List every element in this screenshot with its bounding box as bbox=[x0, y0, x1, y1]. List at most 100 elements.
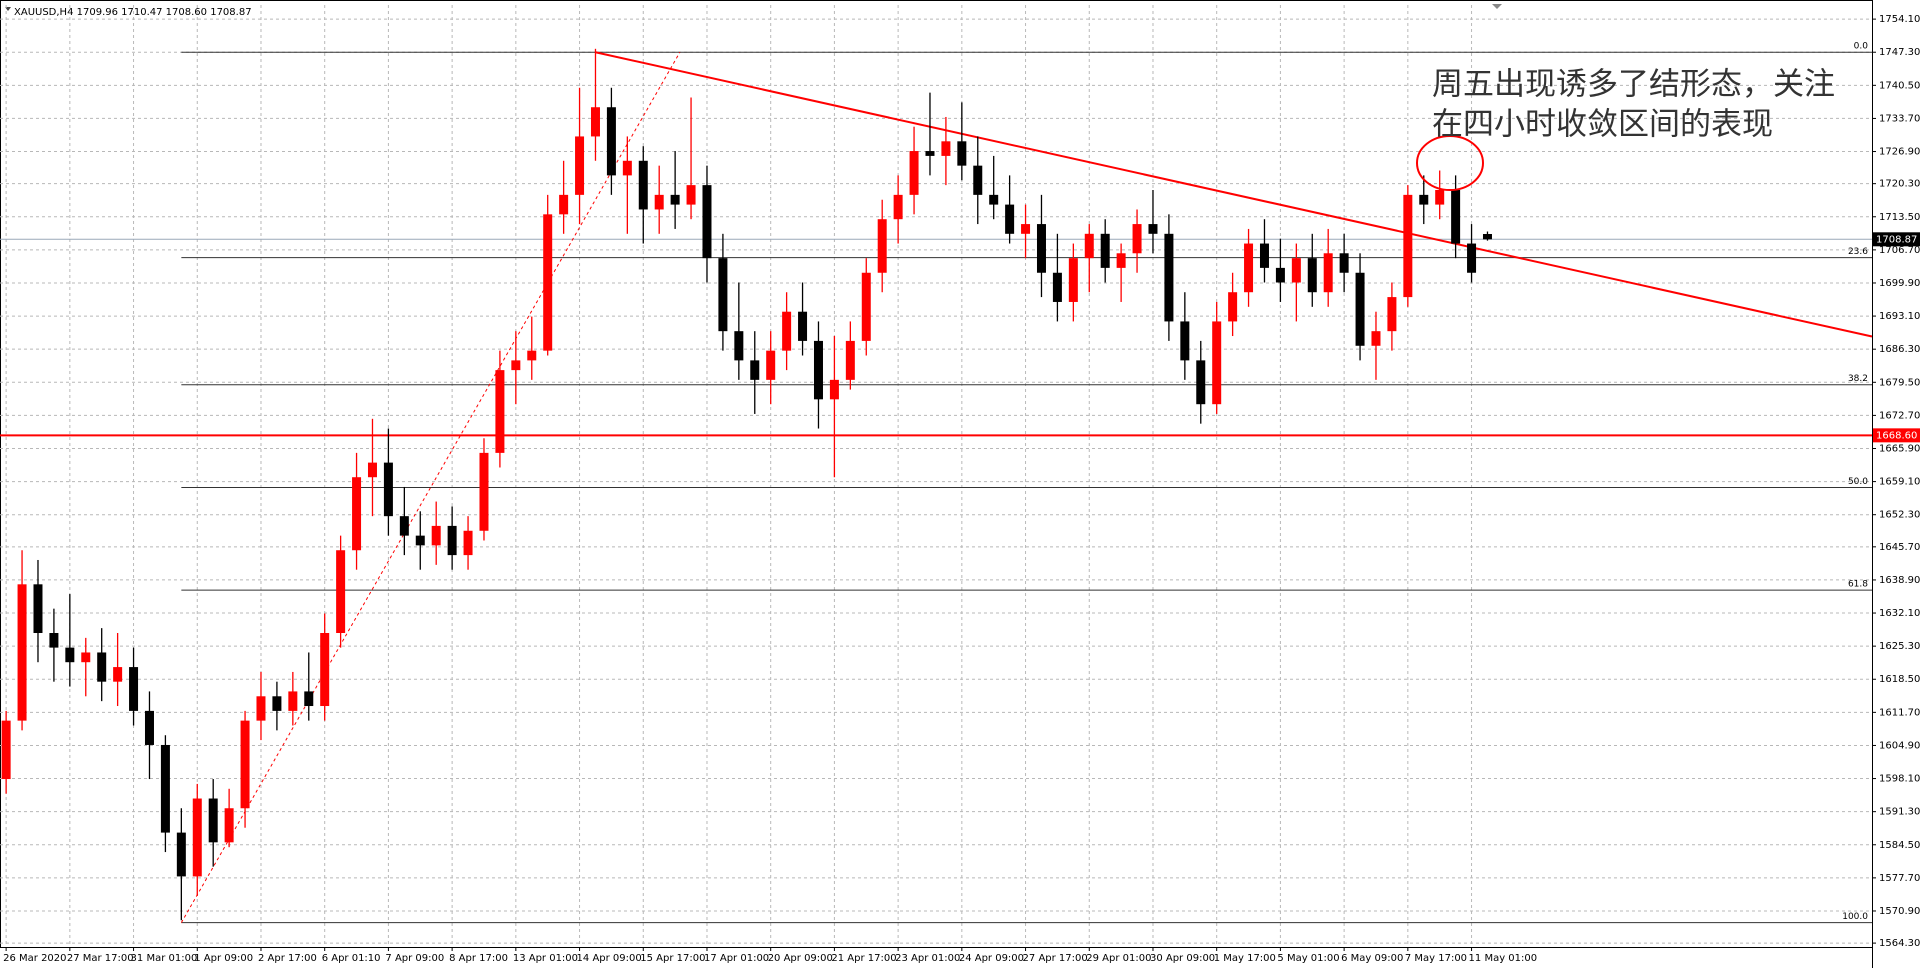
shift-marker bbox=[1492, 4, 1502, 9]
candle-body bbox=[973, 165, 983, 195]
x-tick-label: 1 May 17:00 bbox=[1214, 953, 1276, 964]
candle-body bbox=[1084, 233, 1094, 259]
current-price-label: 1708.87 bbox=[1876, 234, 1917, 245]
candle-body bbox=[957, 141, 967, 166]
candle-body bbox=[463, 530, 473, 556]
candle-body bbox=[415, 535, 425, 546]
x-tick-label: 6 Apr 01:10 bbox=[322, 953, 381, 964]
y-tick-label: 1672.70 bbox=[1879, 410, 1920, 421]
candle-body bbox=[352, 477, 362, 551]
candle-body bbox=[1164, 233, 1174, 322]
candle-body bbox=[208, 798, 218, 843]
candle-body bbox=[1419, 194, 1429, 205]
y-tick-label: 1740.50 bbox=[1879, 80, 1920, 91]
candle-body bbox=[1021, 224, 1031, 234]
candle-body bbox=[1052, 272, 1062, 302]
fib-label: 23.6 bbox=[1848, 247, 1868, 257]
candle-body bbox=[33, 584, 43, 633]
y-tick-label: 1564.30 bbox=[1879, 938, 1920, 949]
y-tick-label: 1584.50 bbox=[1879, 840, 1920, 851]
y-tick-label: 1659.10 bbox=[1879, 477, 1920, 488]
candle-body bbox=[1212, 321, 1222, 405]
candle-body bbox=[304, 691, 314, 707]
candle-body bbox=[718, 258, 728, 332]
candle-body bbox=[1116, 253, 1126, 268]
x-tick-label: 27 Apr 17:00 bbox=[1023, 953, 1088, 964]
y-tick-label: 1693.10 bbox=[1879, 311, 1920, 322]
x-tick-label: 2 Apr 17:00 bbox=[258, 953, 317, 964]
fib-label: 100.0 bbox=[1842, 912, 1868, 922]
candle-body bbox=[622, 160, 632, 176]
y-tick-label: 1733.70 bbox=[1879, 113, 1920, 124]
x-tick-label: 29 Apr 01:00 bbox=[1086, 953, 1151, 964]
x-tick-label: 20 Apr 09:00 bbox=[768, 953, 833, 964]
candle-body bbox=[1451, 189, 1461, 244]
candle-body bbox=[590, 107, 600, 137]
candle-body bbox=[1132, 224, 1142, 254]
candle-body bbox=[511, 360, 521, 371]
candle-body bbox=[160, 744, 170, 833]
y-tick-label: 1720.30 bbox=[1879, 179, 1920, 190]
annotation-text: 周五出现诱多了结形态，关注 bbox=[1432, 67, 1835, 103]
chart-header: XAUUSD,H4 1709.96 1710.47 1708.60 1708.8… bbox=[14, 7, 252, 18]
x-tick-label: 6 May 09:00 bbox=[1341, 953, 1403, 964]
candle-body bbox=[240, 720, 250, 809]
candle-body bbox=[734, 331, 744, 361]
y-tick-label: 1645.70 bbox=[1879, 542, 1920, 553]
fib-trendline bbox=[180, 51, 681, 923]
candle-body bbox=[192, 798, 202, 877]
y-tick-label: 1618.50 bbox=[1879, 674, 1920, 685]
candle-body bbox=[559, 194, 569, 215]
candle-body bbox=[1291, 258, 1301, 283]
fib-label: 61.8 bbox=[1848, 580, 1868, 590]
y-tick-label: 1747.30 bbox=[1879, 47, 1920, 58]
candle-body bbox=[320, 633, 330, 707]
candle-body bbox=[670, 194, 680, 205]
y-tick-label: 1699.90 bbox=[1879, 278, 1920, 289]
candle-body bbox=[782, 311, 792, 351]
candle-body bbox=[272, 696, 282, 711]
candle-body bbox=[845, 340, 855, 380]
candle-body bbox=[1100, 233, 1110, 268]
candle-body bbox=[941, 141, 951, 156]
y-tick-label: 1713.50 bbox=[1879, 212, 1920, 223]
candle-body bbox=[1307, 258, 1317, 293]
x-tick-label: 11 May 01:00 bbox=[1469, 953, 1538, 964]
candle-body bbox=[447, 525, 457, 556]
candle-body bbox=[909, 151, 919, 195]
support-label: 1668.60 bbox=[1876, 430, 1917, 441]
y-tick-label: 1625.30 bbox=[1879, 641, 1920, 652]
candle-body bbox=[1323, 253, 1333, 293]
candle-body bbox=[1355, 272, 1365, 346]
candle-body bbox=[893, 194, 903, 220]
candle-body bbox=[129, 667, 139, 711]
candle-body bbox=[1005, 204, 1015, 234]
candle-body bbox=[575, 136, 585, 195]
candle-body bbox=[1244, 243, 1254, 293]
candle-body bbox=[1228, 292, 1238, 322]
y-tick-label: 1665.90 bbox=[1879, 443, 1920, 454]
candle-body bbox=[97, 652, 107, 682]
candle-body bbox=[654, 194, 664, 210]
x-tick-label: 23 Apr 01:00 bbox=[895, 953, 960, 964]
trendline bbox=[595, 51, 1873, 338]
candle-body bbox=[81, 652, 91, 663]
candle-body bbox=[1148, 224, 1158, 234]
candle-body bbox=[606, 107, 616, 176]
candle-body bbox=[1196, 360, 1206, 405]
x-tick-label: 31 Mar 01:00 bbox=[131, 953, 198, 964]
y-tick-label: 1706.70 bbox=[1879, 245, 1920, 256]
support-tag bbox=[1873, 428, 1920, 443]
candle-body bbox=[861, 272, 871, 341]
candle-body bbox=[1339, 253, 1349, 273]
fib-label: 38.2 bbox=[1848, 374, 1868, 384]
candle-body bbox=[256, 696, 266, 721]
candle-body bbox=[1403, 194, 1413, 298]
candle-body bbox=[527, 350, 537, 361]
candle-body bbox=[176, 832, 186, 877]
candle-body bbox=[288, 691, 298, 711]
y-tick-label: 1591.30 bbox=[1879, 807, 1920, 818]
candle-body bbox=[1259, 243, 1269, 268]
